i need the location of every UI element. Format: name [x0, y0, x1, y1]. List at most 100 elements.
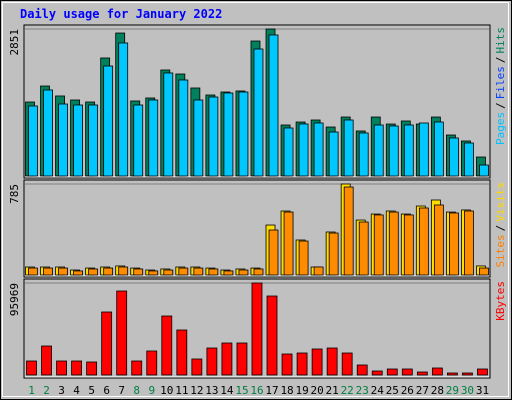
legend: KBytes [494, 281, 507, 321]
x-tick-label: 13 [205, 384, 218, 397]
y-tick-label: 2851 [8, 29, 21, 56]
bar [148, 270, 159, 276]
x-tick-label: 22 [341, 384, 354, 397]
x-tick-label: 25 [386, 384, 399, 397]
bar [477, 368, 488, 376]
bar [343, 119, 354, 177]
bar [118, 42, 129, 177]
bar [223, 92, 234, 177]
x-tick-label: 4 [73, 384, 80, 397]
legend-item: Hits [494, 27, 507, 54]
x-tick-label: 12 [190, 384, 203, 397]
bar [223, 270, 234, 276]
bar [479, 267, 489, 276]
bar [328, 232, 339, 276]
bar [416, 371, 428, 376]
bar [298, 123, 309, 177]
x-tick-label: 1 [28, 384, 35, 397]
bar [449, 212, 459, 276]
bar [116, 290, 128, 376]
bar [148, 99, 159, 177]
bar [358, 132, 369, 177]
bar [88, 104, 99, 177]
bar [178, 79, 189, 177]
bar [103, 267, 114, 276]
legend-separator: / [494, 225, 507, 232]
bar [71, 360, 82, 376]
x-tick-label: 7 [118, 384, 125, 397]
x-tick-label: 29 [446, 384, 459, 397]
bar [462, 372, 473, 376]
bar [176, 329, 188, 376]
x-tick-label: 18 [280, 384, 293, 397]
bar [433, 121, 444, 177]
x-tick-label: 6 [103, 384, 110, 397]
bar [161, 315, 173, 376]
bar [268, 34, 279, 177]
bar [341, 352, 353, 376]
bar [146, 350, 158, 376]
legend-item: Files [494, 66, 507, 99]
bar [253, 48, 264, 177]
bar [163, 72, 174, 177]
bar [86, 361, 98, 376]
bar [343, 186, 354, 276]
bar [101, 311, 113, 376]
bar [371, 370, 383, 376]
x-tick-label: 16 [250, 384, 263, 397]
y-tick-label: 95969 [8, 283, 21, 316]
bar [208, 96, 219, 177]
bar [386, 368, 398, 376]
legend: Sites / Visits [494, 182, 507, 268]
x-tick-label: 17 [265, 384, 278, 397]
bar [403, 124, 414, 177]
bar [283, 211, 294, 276]
bar [298, 240, 309, 276]
bar [356, 364, 368, 376]
bar [313, 122, 324, 177]
legend-separator: / [494, 102, 507, 109]
bar [193, 99, 204, 177]
bar [163, 269, 174, 276]
bar [447, 372, 458, 376]
bar [118, 266, 129, 276]
legend-separator: / [494, 57, 507, 64]
x-tick-label: 28 [431, 384, 444, 397]
bar [43, 89, 53, 177]
bar [191, 358, 203, 376]
x-tick-label: 19 [295, 384, 308, 397]
bar [431, 367, 443, 376]
x-tick-label: 10 [160, 384, 173, 397]
bar [193, 267, 204, 276]
bar [58, 103, 68, 177]
bar [388, 125, 399, 177]
legend: Pages / Files / Hits [494, 27, 507, 145]
bar [283, 127, 294, 177]
bar [313, 266, 324, 276]
bar [373, 214, 384, 276]
x-tick-label: 24 [371, 384, 385, 397]
bar [418, 122, 429, 177]
x-tick-label: 15 [235, 384, 248, 397]
bar [28, 105, 38, 177]
chart-title: Daily usage for January 2022 [20, 7, 222, 21]
bar [73, 270, 83, 276]
bar [206, 347, 218, 376]
bar [41, 345, 52, 376]
bar [403, 214, 414, 276]
x-tick-label: 31 [476, 384, 489, 397]
bar [238, 269, 249, 276]
bar [326, 347, 338, 376]
x-tick-label: 8 [133, 384, 140, 397]
x-tick-label: 3 [58, 384, 65, 397]
bar [26, 360, 37, 376]
bar [268, 229, 279, 276]
bar [236, 342, 248, 376]
x-tick-label: 26 [401, 384, 414, 397]
x-tick-label: 2 [43, 384, 50, 397]
bar [433, 204, 444, 276]
x-tick-label: 21 [326, 384, 339, 397]
x-tick-label: 5 [88, 384, 95, 397]
